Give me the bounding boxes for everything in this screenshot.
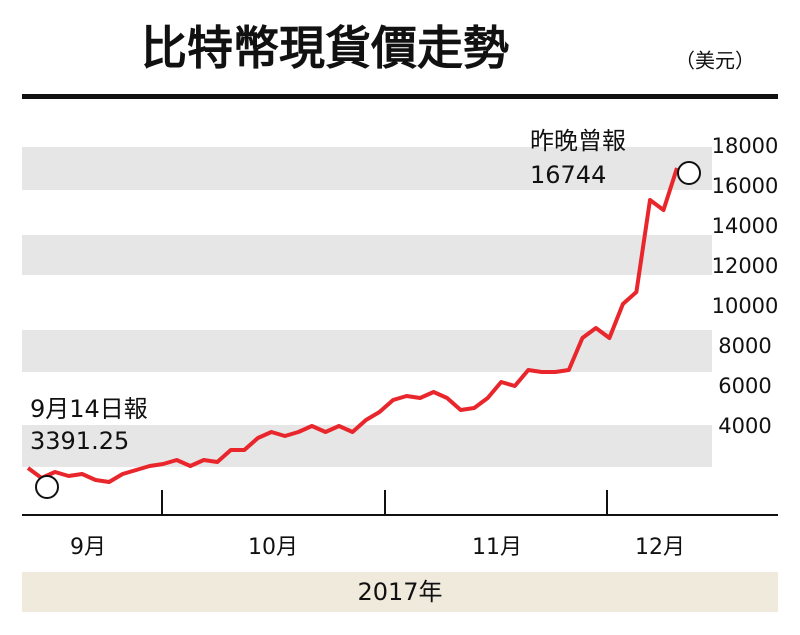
- title-rule: [22, 94, 778, 99]
- y-tick-label: 12000: [712, 254, 779, 278]
- price-line: [26, 167, 679, 484]
- month-label: 9月: [70, 535, 106, 560]
- annotation: 16744: [530, 161, 606, 189]
- annotation: 昨晚曾報: [530, 127, 626, 155]
- month-label: 12月: [635, 535, 685, 560]
- marker-circle: [35, 475, 59, 499]
- band: [22, 235, 712, 275]
- month-label: 10月: [248, 535, 298, 560]
- y-tick-label: 14000: [712, 214, 779, 238]
- y-tick-label: 10000: [712, 294, 779, 318]
- x-axis-label: 2017年: [357, 578, 442, 606]
- year-band: [22, 572, 778, 612]
- unit-label: （美元）: [675, 49, 755, 73]
- marker-circle: [677, 161, 701, 185]
- y-tick-label: 16000: [712, 174, 779, 198]
- band: [22, 147, 712, 190]
- bands: [22, 147, 712, 467]
- y-tick-label: 6000: [718, 374, 771, 398]
- y-tick-label: 18000: [712, 134, 779, 158]
- band: [22, 425, 712, 467]
- month-label: 11月: [472, 535, 522, 560]
- y-tick-label: 4000: [718, 414, 771, 438]
- annotation: 9月14日報: [30, 395, 148, 423]
- chart-title: 比特幣現貨價走勢: [141, 21, 509, 75]
- band: [22, 330, 712, 372]
- y-tick-label: 8000: [718, 334, 771, 358]
- annotation: 3391.25: [30, 427, 129, 455]
